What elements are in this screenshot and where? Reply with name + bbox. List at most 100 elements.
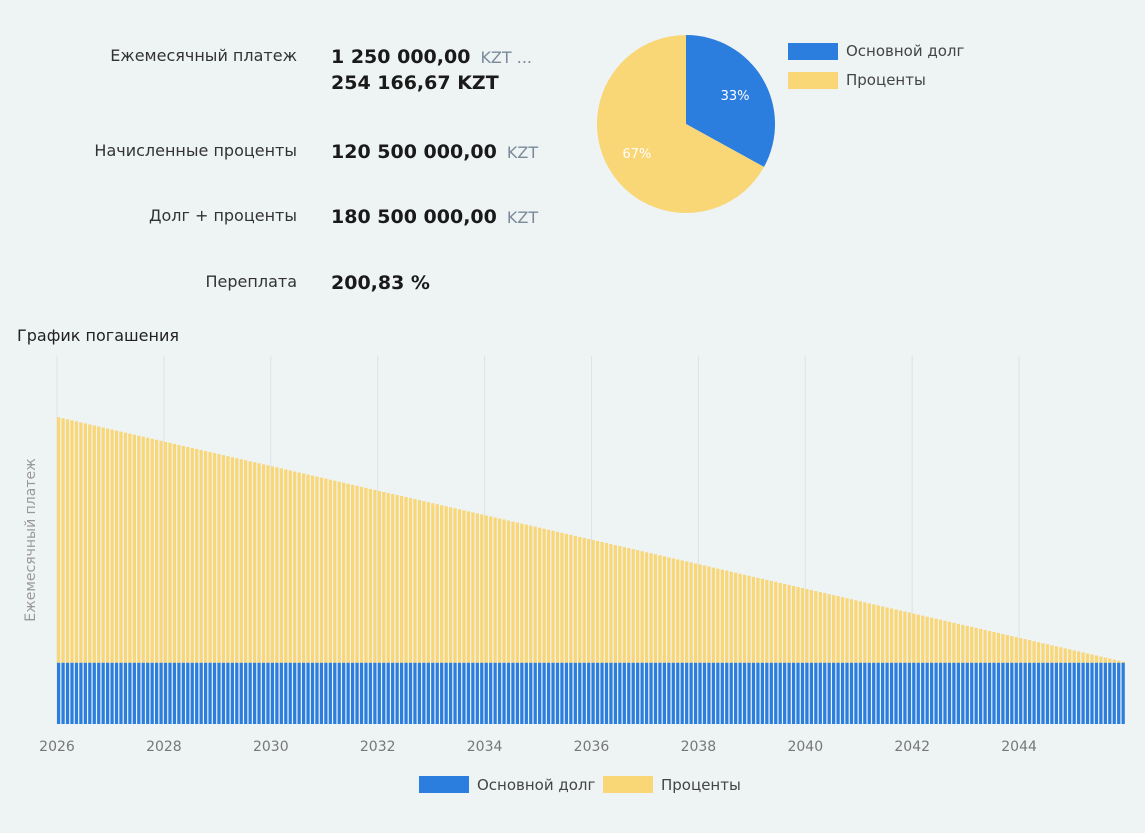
pie-chart: 33% 67% Основной долг Проценты	[596, 34, 965, 213]
bar-principal	[462, 662, 466, 724]
bar-interest	[221, 455, 226, 663]
bar-principal	[814, 662, 818, 724]
bar-interest	[226, 456, 230, 663]
bar-interest	[1068, 649, 1072, 663]
bar-principal	[297, 662, 301, 724]
bar-principal	[252, 662, 257, 724]
bar-principal	[693, 662, 698, 724]
bar-principal	[573, 662, 577, 724]
debt-plus-interest-currency: KZT	[506, 208, 539, 227]
bar-principal	[203, 662, 208, 724]
bar-interest	[987, 630, 992, 663]
bar-interest	[141, 436, 145, 663]
bar-interest	[146, 437, 150, 663]
bar-interest	[417, 500, 422, 663]
bar-interest	[640, 551, 644, 663]
bar-interest	[845, 598, 849, 663]
bar-principal	[159, 662, 163, 724]
bar-interest	[154, 439, 159, 663]
bar-principal	[965, 662, 969, 724]
bar-interest	[1081, 652, 1085, 663]
bar-interest	[88, 424, 92, 663]
bar-principal	[230, 662, 234, 724]
bar-principal	[350, 662, 355, 724]
x-tick-label: 2036	[574, 739, 610, 755]
bar-interest	[1028, 640, 1032, 663]
monthly-payment-label: Ежемесячный платеж	[110, 46, 297, 65]
bar-principal	[520, 662, 524, 724]
bar-interest	[1085, 653, 1090, 663]
bar-principal	[546, 662, 551, 724]
bar-interest	[1059, 647, 1063, 663]
bar-interest	[604, 543, 609, 663]
bar-interest	[1099, 656, 1103, 663]
bar-principal	[422, 662, 426, 724]
bar-principal	[70, 662, 74, 724]
bar-interest	[123, 432, 128, 663]
bar-interest	[898, 610, 903, 663]
bar-interest	[591, 540, 595, 663]
bar-principal	[101, 662, 105, 724]
bar-principal	[947, 662, 952, 724]
bar-interest	[693, 563, 698, 663]
bar-principal	[1045, 662, 1050, 724]
bar-interest	[627, 548, 631, 663]
bar-interest	[613, 545, 618, 663]
bar-interest	[1010, 636, 1014, 663]
y-axis-label: Ежемесячный платеж	[23, 458, 39, 622]
bar-principal	[925, 662, 929, 724]
bar-interest	[57, 417, 61, 663]
bar-principal	[431, 662, 435, 724]
bar-interest	[497, 518, 502, 663]
bar-principal	[244, 662, 248, 724]
bar-principal	[404, 662, 408, 724]
bar-interest	[1121, 661, 1125, 663]
bar-principal	[872, 662, 876, 724]
bar-principal	[1001, 662, 1005, 724]
bar-principal	[751, 662, 756, 724]
bar-principal	[342, 662, 346, 724]
bar-interest	[809, 590, 814, 663]
bar-principal	[658, 662, 662, 724]
bar-principal	[502, 662, 506, 724]
bar-principal	[333, 662, 337, 724]
bar-interest	[725, 570, 729, 663]
bar-interest	[1001, 634, 1005, 663]
bar-principal	[805, 662, 809, 724]
bar-principal	[1063, 662, 1067, 724]
bar-principal	[1112, 662, 1116, 724]
bar-principal	[1028, 662, 1032, 724]
pie-label-principal: 33%	[721, 89, 750, 104]
bar-principal	[128, 662, 132, 724]
bar-interest	[769, 580, 773, 663]
bar-principal	[119, 662, 123, 724]
bar-principal	[114, 662, 119, 724]
bar-principal	[662, 662, 667, 724]
bar-principal	[1121, 662, 1125, 724]
bar-interest	[301, 473, 306, 663]
bar-interest	[110, 429, 114, 663]
bar-principal	[551, 662, 555, 724]
bar-interest	[751, 576, 756, 663]
bar-interest	[404, 497, 408, 663]
bar-interest	[284, 469, 288, 663]
bar-interest	[916, 614, 920, 663]
bar-principal	[1054, 662, 1058, 724]
bar-principal	[934, 662, 938, 724]
debt-plus-interest-value: 180 500 000,00 KZT	[331, 206, 538, 228]
bar-principal	[560, 662, 564, 724]
bar-principal	[938, 662, 943, 724]
bar-principal	[270, 662, 275, 724]
bar-interest	[698, 564, 702, 663]
bar-interest	[965, 625, 969, 663]
bar-principal	[284, 662, 288, 724]
bar-interest	[970, 626, 974, 663]
x-tick-label: 2038	[681, 739, 717, 755]
bar-principal	[266, 662, 270, 724]
bar-principal	[1099, 662, 1103, 724]
bar-interest	[636, 550, 640, 663]
bar-principal	[497, 662, 502, 724]
pie-slice-interest	[596, 34, 764, 213]
pie-legend-swatch-interest	[788, 72, 838, 89]
bar-interest	[457, 509, 462, 663]
